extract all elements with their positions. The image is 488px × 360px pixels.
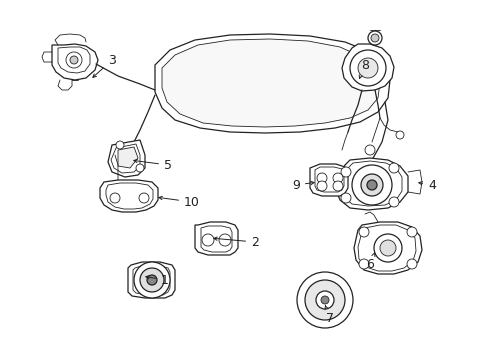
Circle shape [358, 227, 368, 237]
Polygon shape [100, 180, 158, 212]
Circle shape [320, 296, 328, 304]
Circle shape [406, 259, 416, 269]
Text: 4: 4 [418, 179, 435, 192]
Circle shape [367, 31, 381, 45]
Polygon shape [314, 167, 343, 192]
Polygon shape [357, 225, 415, 271]
Polygon shape [341, 44, 393, 91]
Polygon shape [108, 140, 145, 177]
Circle shape [366, 180, 376, 190]
Circle shape [340, 167, 350, 177]
Circle shape [296, 272, 352, 328]
Circle shape [147, 275, 157, 285]
Circle shape [349, 50, 385, 86]
Text: 10: 10 [159, 195, 200, 208]
Polygon shape [162, 39, 379, 127]
Text: 5: 5 [134, 158, 172, 171]
Circle shape [388, 163, 398, 173]
Text: 7: 7 [325, 306, 333, 324]
Polygon shape [58, 47, 90, 73]
Circle shape [358, 259, 368, 269]
Polygon shape [133, 265, 170, 295]
Text: 8: 8 [359, 59, 368, 78]
Circle shape [373, 234, 401, 262]
Circle shape [140, 268, 163, 292]
Circle shape [136, 164, 143, 172]
Circle shape [116, 141, 124, 149]
Circle shape [370, 34, 378, 42]
Polygon shape [111, 144, 140, 173]
Circle shape [316, 173, 326, 183]
Circle shape [66, 52, 82, 68]
Polygon shape [201, 226, 231, 252]
Circle shape [395, 131, 403, 139]
Circle shape [202, 234, 214, 246]
Text: 6: 6 [366, 253, 374, 271]
Polygon shape [52, 44, 98, 80]
Text: 2: 2 [213, 235, 259, 248]
Circle shape [364, 145, 374, 155]
Text: 1: 1 [145, 274, 168, 287]
Circle shape [70, 56, 78, 64]
Polygon shape [335, 158, 407, 210]
Circle shape [110, 193, 120, 203]
Polygon shape [155, 34, 389, 133]
Polygon shape [353, 222, 421, 274]
Circle shape [379, 240, 395, 256]
Polygon shape [340, 161, 401, 206]
Circle shape [360, 174, 382, 196]
Polygon shape [195, 222, 238, 255]
Circle shape [219, 234, 230, 246]
Polygon shape [309, 164, 347, 196]
Circle shape [388, 197, 398, 207]
Circle shape [305, 280, 345, 320]
Polygon shape [128, 262, 175, 298]
Circle shape [139, 193, 149, 203]
Text: 9: 9 [291, 179, 313, 192]
Circle shape [332, 181, 342, 191]
Text: 3: 3 [93, 54, 116, 77]
Circle shape [332, 173, 342, 183]
Circle shape [351, 165, 391, 205]
Circle shape [357, 58, 377, 78]
Circle shape [340, 193, 350, 203]
Circle shape [315, 291, 333, 309]
Circle shape [406, 227, 416, 237]
Polygon shape [118, 147, 138, 168]
Circle shape [316, 181, 326, 191]
Circle shape [134, 262, 170, 298]
Polygon shape [106, 183, 153, 209]
